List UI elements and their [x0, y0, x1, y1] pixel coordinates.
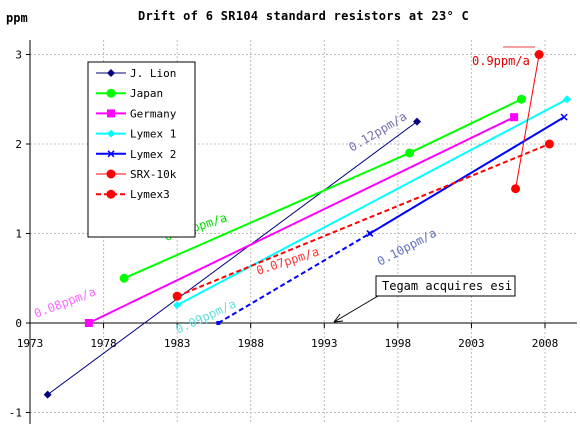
series-lymex-2	[366, 113, 568, 238]
tegam-arrowhead	[333, 313, 344, 323]
legend-label: Japan	[130, 87, 163, 100]
series-layer	[43, 50, 572, 399]
data-point	[563, 95, 572, 104]
legend-item: SRX-10k	[96, 168, 177, 181]
legend-label: Lymex 2	[130, 148, 176, 161]
series-lymex-1	[173, 95, 572, 310]
legend-item: Lymex 1	[96, 128, 176, 141]
data-point	[511, 184, 521, 194]
slope-label: 0.07ppm/a	[255, 244, 321, 277]
legend-item: J. Lion	[96, 67, 176, 80]
x-tick-label: 1978	[90, 337, 117, 350]
tegam-box	[375, 275, 516, 297]
y-tick-label: 2	[15, 138, 22, 151]
legend-item: Lymex 2	[96, 148, 176, 161]
legend-label: Lymex 1	[130, 128, 176, 141]
tegam-arrow	[333, 295, 379, 323]
series-line	[217, 232, 371, 324]
series-line	[176, 143, 550, 298]
tick-labels: 1973 1978 1983 1988 1993 1998 2003 2008 -1 0 1 2 3	[9, 49, 559, 420]
x-tick-label: 2003	[458, 337, 485, 350]
slope-label: 0.08ppm/a	[32, 284, 98, 320]
data-point	[516, 94, 526, 104]
legend-item: Japan	[96, 87, 163, 100]
legend-swatch-marker	[106, 88, 116, 98]
x-tick-label: 2008	[532, 337, 559, 350]
x-tick-label: 1983	[164, 337, 191, 350]
legend-item: Lymex3	[96, 188, 170, 201]
series-line	[47, 121, 418, 396]
y-axis-label: ppm	[6, 11, 28, 25]
legend-swatch-marker	[106, 189, 116, 199]
x-tick-label: 1973	[17, 337, 44, 350]
series-lymex2-early	[216, 231, 372, 325]
y-tick-label: 0	[15, 317, 22, 330]
data-point	[216, 321, 221, 325]
data-point	[510, 113, 519, 122]
series-line	[515, 54, 540, 189]
series-lymex3	[172, 139, 554, 301]
series-srx-10k	[511, 50, 544, 194]
data-point	[172, 291, 182, 301]
legend-swatch-marker	[106, 169, 116, 179]
data-point	[43, 390, 52, 399]
data-point	[412, 117, 421, 126]
series-japan	[119, 94, 526, 283]
series-line	[369, 116, 565, 235]
data-point	[84, 319, 93, 327]
legend-box	[87, 61, 196, 238]
slope-label: 0.12ppm/a	[346, 109, 409, 154]
legend-label: SRX-10k	[130, 168, 177, 181]
legend-swatch-marker	[107, 129, 115, 138]
series-j-lion	[43, 117, 421, 399]
data-point	[367, 231, 372, 236]
data-point	[534, 50, 544, 59]
legend-label: J. Lion	[130, 67, 176, 80]
data-point	[119, 273, 129, 283]
axes	[26, 40, 577, 424]
series-germany	[84, 113, 519, 327]
x-tick-label: 1988	[237, 337, 264, 350]
y-tick-label: 3	[15, 49, 22, 62]
data-point	[544, 139, 554, 149]
legend-item: Germany	[96, 107, 177, 120]
data-point	[405, 148, 415, 158]
series-line	[88, 116, 515, 324]
slope-label: 0.10ppm/a	[375, 226, 439, 269]
series-line	[176, 98, 568, 306]
legend-swatch-marker	[107, 109, 115, 118]
y-tick-label: -1	[9, 407, 22, 420]
y-tick-label: 1	[15, 228, 22, 241]
legend-swatch-marker	[107, 69, 115, 77]
data-point	[173, 301, 182, 310]
x-tick-label: 1998	[385, 337, 412, 350]
legend-swatch-marker	[107, 150, 115, 158]
chart-title: Drift of 6 SR104 standard resistors at 2…	[138, 9, 469, 23]
x-tick-label: 1993	[311, 337, 338, 350]
legend-label: Lymex3	[130, 188, 170, 201]
data-point	[560, 113, 568, 121]
legend: J. Lion Japan Germany Lymex 1 Lymex 2 SRX-10k…	[87, 61, 196, 238]
tegam-label: Tegam acquires esi	[382, 279, 512, 293]
slope-label: 0.9ppm/a	[472, 54, 530, 68]
legend-label: Germany	[130, 107, 177, 120]
